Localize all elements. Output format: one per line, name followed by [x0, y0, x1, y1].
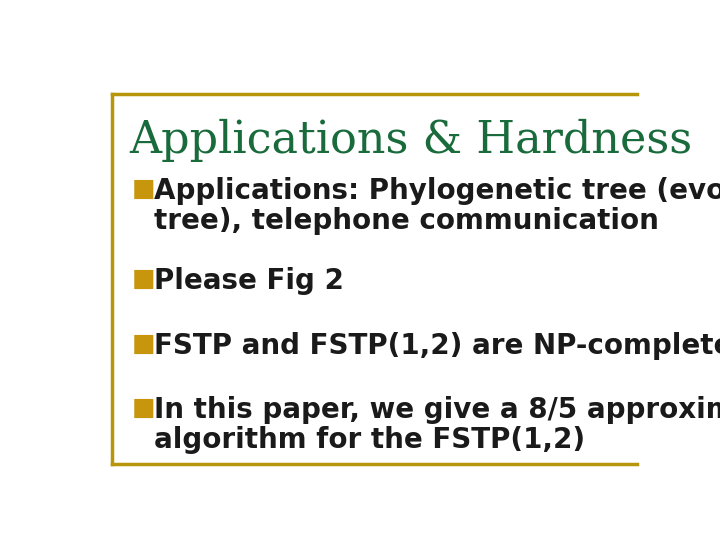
- Text: Please Fig 2: Please Fig 2: [154, 267, 344, 295]
- Text: In this paper, we give a 8/5 approximation: In this paper, we give a 8/5 approximati…: [154, 396, 720, 424]
- Text: Applications & Hardness: Applications & Hardness: [129, 119, 692, 162]
- Text: tree), telephone communication: tree), telephone communication: [154, 207, 659, 235]
- Text: ■: ■: [132, 177, 156, 201]
- Text: ■: ■: [132, 396, 156, 420]
- Text: Applications: Phylogenetic tree (evolutionary: Applications: Phylogenetic tree (evoluti…: [154, 177, 720, 205]
- Text: ■: ■: [132, 332, 156, 356]
- Text: ■: ■: [132, 267, 156, 291]
- Text: FSTP and FSTP(1,2) are NP-complete: FSTP and FSTP(1,2) are NP-complete: [154, 332, 720, 360]
- Text: algorithm for the FSTP(1,2): algorithm for the FSTP(1,2): [154, 426, 585, 454]
